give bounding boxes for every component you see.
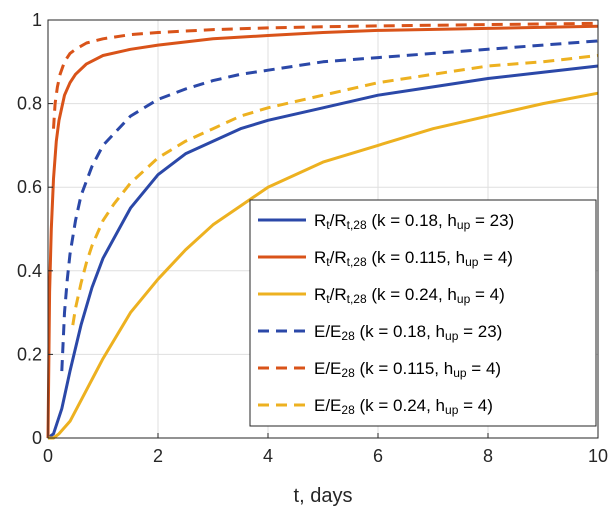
series-line-2: [46, 24, 599, 439]
legend-text-part: = 23): [458, 322, 502, 341]
legend-text-part: (k = 0.24, h: [367, 285, 457, 304]
legend-text-part: t,28: [347, 292, 367, 306]
legend-text-part: E/E: [314, 396, 341, 415]
legend-text-part: up: [453, 366, 467, 380]
legend-text-part: /R: [330, 285, 347, 304]
series-line-6: [71, 54, 599, 326]
legend-text-part: t,28: [347, 218, 367, 232]
series-line-5: [52, 21, 599, 129]
legend-text-part: (k = 0.24, h: [355, 396, 445, 415]
series-layer: [46, 21, 599, 440]
legend-label-6: E/E28 (k = 0.24, hup = 4): [314, 396, 493, 417]
plot-frame: [47, 19, 599, 439]
legend-text-part: R: [314, 285, 326, 304]
legend-text-part: = 4): [470, 285, 505, 304]
legend-label-2: Rt/Rt,28 (k = 0.115, hup = 4): [314, 248, 513, 269]
legend-text-part: 28: [341, 329, 355, 343]
legend-text-part: t: [326, 292, 330, 306]
legend-text-part: up: [445, 403, 459, 417]
legend-text-part: t: [326, 218, 330, 232]
legend-text-part: E/E: [314, 322, 341, 341]
legend-text-part: /R: [330, 211, 347, 230]
legend-text-part: 28: [341, 366, 355, 380]
legend-text-part: = 4): [478, 248, 513, 267]
y-tick-label: 0.2: [17, 344, 42, 364]
legend-label-5: E/E28 (k = 0.115, hup = 4): [314, 359, 501, 380]
x-tick-label: 2: [153, 446, 163, 466]
x-axis-label: t, days: [294, 485, 353, 507]
legend-text-part: (k = 0.115, h: [355, 359, 453, 378]
x-tick-label: 10: [588, 446, 608, 466]
legend-text-part: t,28: [347, 255, 367, 269]
legend-text-part: = 4): [467, 359, 502, 378]
y-tick-label: 1: [32, 10, 42, 30]
y-tick-label: 0.8: [17, 94, 42, 114]
legend-text-part: up: [445, 329, 459, 343]
legend-label-1: Rt/Rt,28 (k = 0.18, hup = 23): [314, 211, 514, 232]
legend-text-part: 28: [341, 403, 355, 417]
legend-text-part: up: [457, 218, 471, 232]
series-line-1: [47, 64, 599, 440]
x-axis-ticks: 0 2 4 6 8 10: [43, 433, 608, 466]
legend-text-part: (k = 0.18, h: [355, 322, 445, 341]
legend-text-part: R: [314, 211, 326, 230]
y-tick-label: 0.4: [17, 261, 42, 281]
legend-text-part: (k = 0.18, h: [367, 211, 457, 230]
legend-text-part: = 4): [458, 396, 493, 415]
legend-text-part: R: [314, 248, 326, 267]
y-axis-ticks: 0 0.2 0.4 0.6 0.8 1: [17, 10, 53, 448]
x-tick-label: 0: [43, 446, 53, 466]
x-tick-label: 8: [483, 446, 493, 466]
legend-text-part: (k = 0.115, h: [367, 248, 465, 267]
legend: Rt/Rt,28 (k = 0.18, hup = 23)Rt/Rt,28 (k…: [249, 199, 597, 427]
x-tick-label: 6: [373, 446, 383, 466]
legend-box: [249, 199, 597, 427]
series-line-3: [48, 91, 599, 440]
x-tick-label: 4: [263, 446, 273, 466]
legend-text-part: t: [326, 255, 330, 269]
legend-label-4: E/E28 (k = 0.18, hup = 23): [314, 322, 502, 343]
y-tick-label: 0.6: [17, 177, 42, 197]
legend-label-3: Rt/Rt,28 (k = 0.24, hup = 4): [314, 285, 505, 306]
y-tick-label: 0: [32, 428, 42, 448]
legend-text-part: = 23): [470, 211, 514, 230]
legend-text-part: /R: [330, 248, 347, 267]
legend-text-part: up: [465, 255, 479, 269]
legend-text-part: up: [457, 292, 471, 306]
legend-text-part: E/E: [314, 359, 341, 378]
